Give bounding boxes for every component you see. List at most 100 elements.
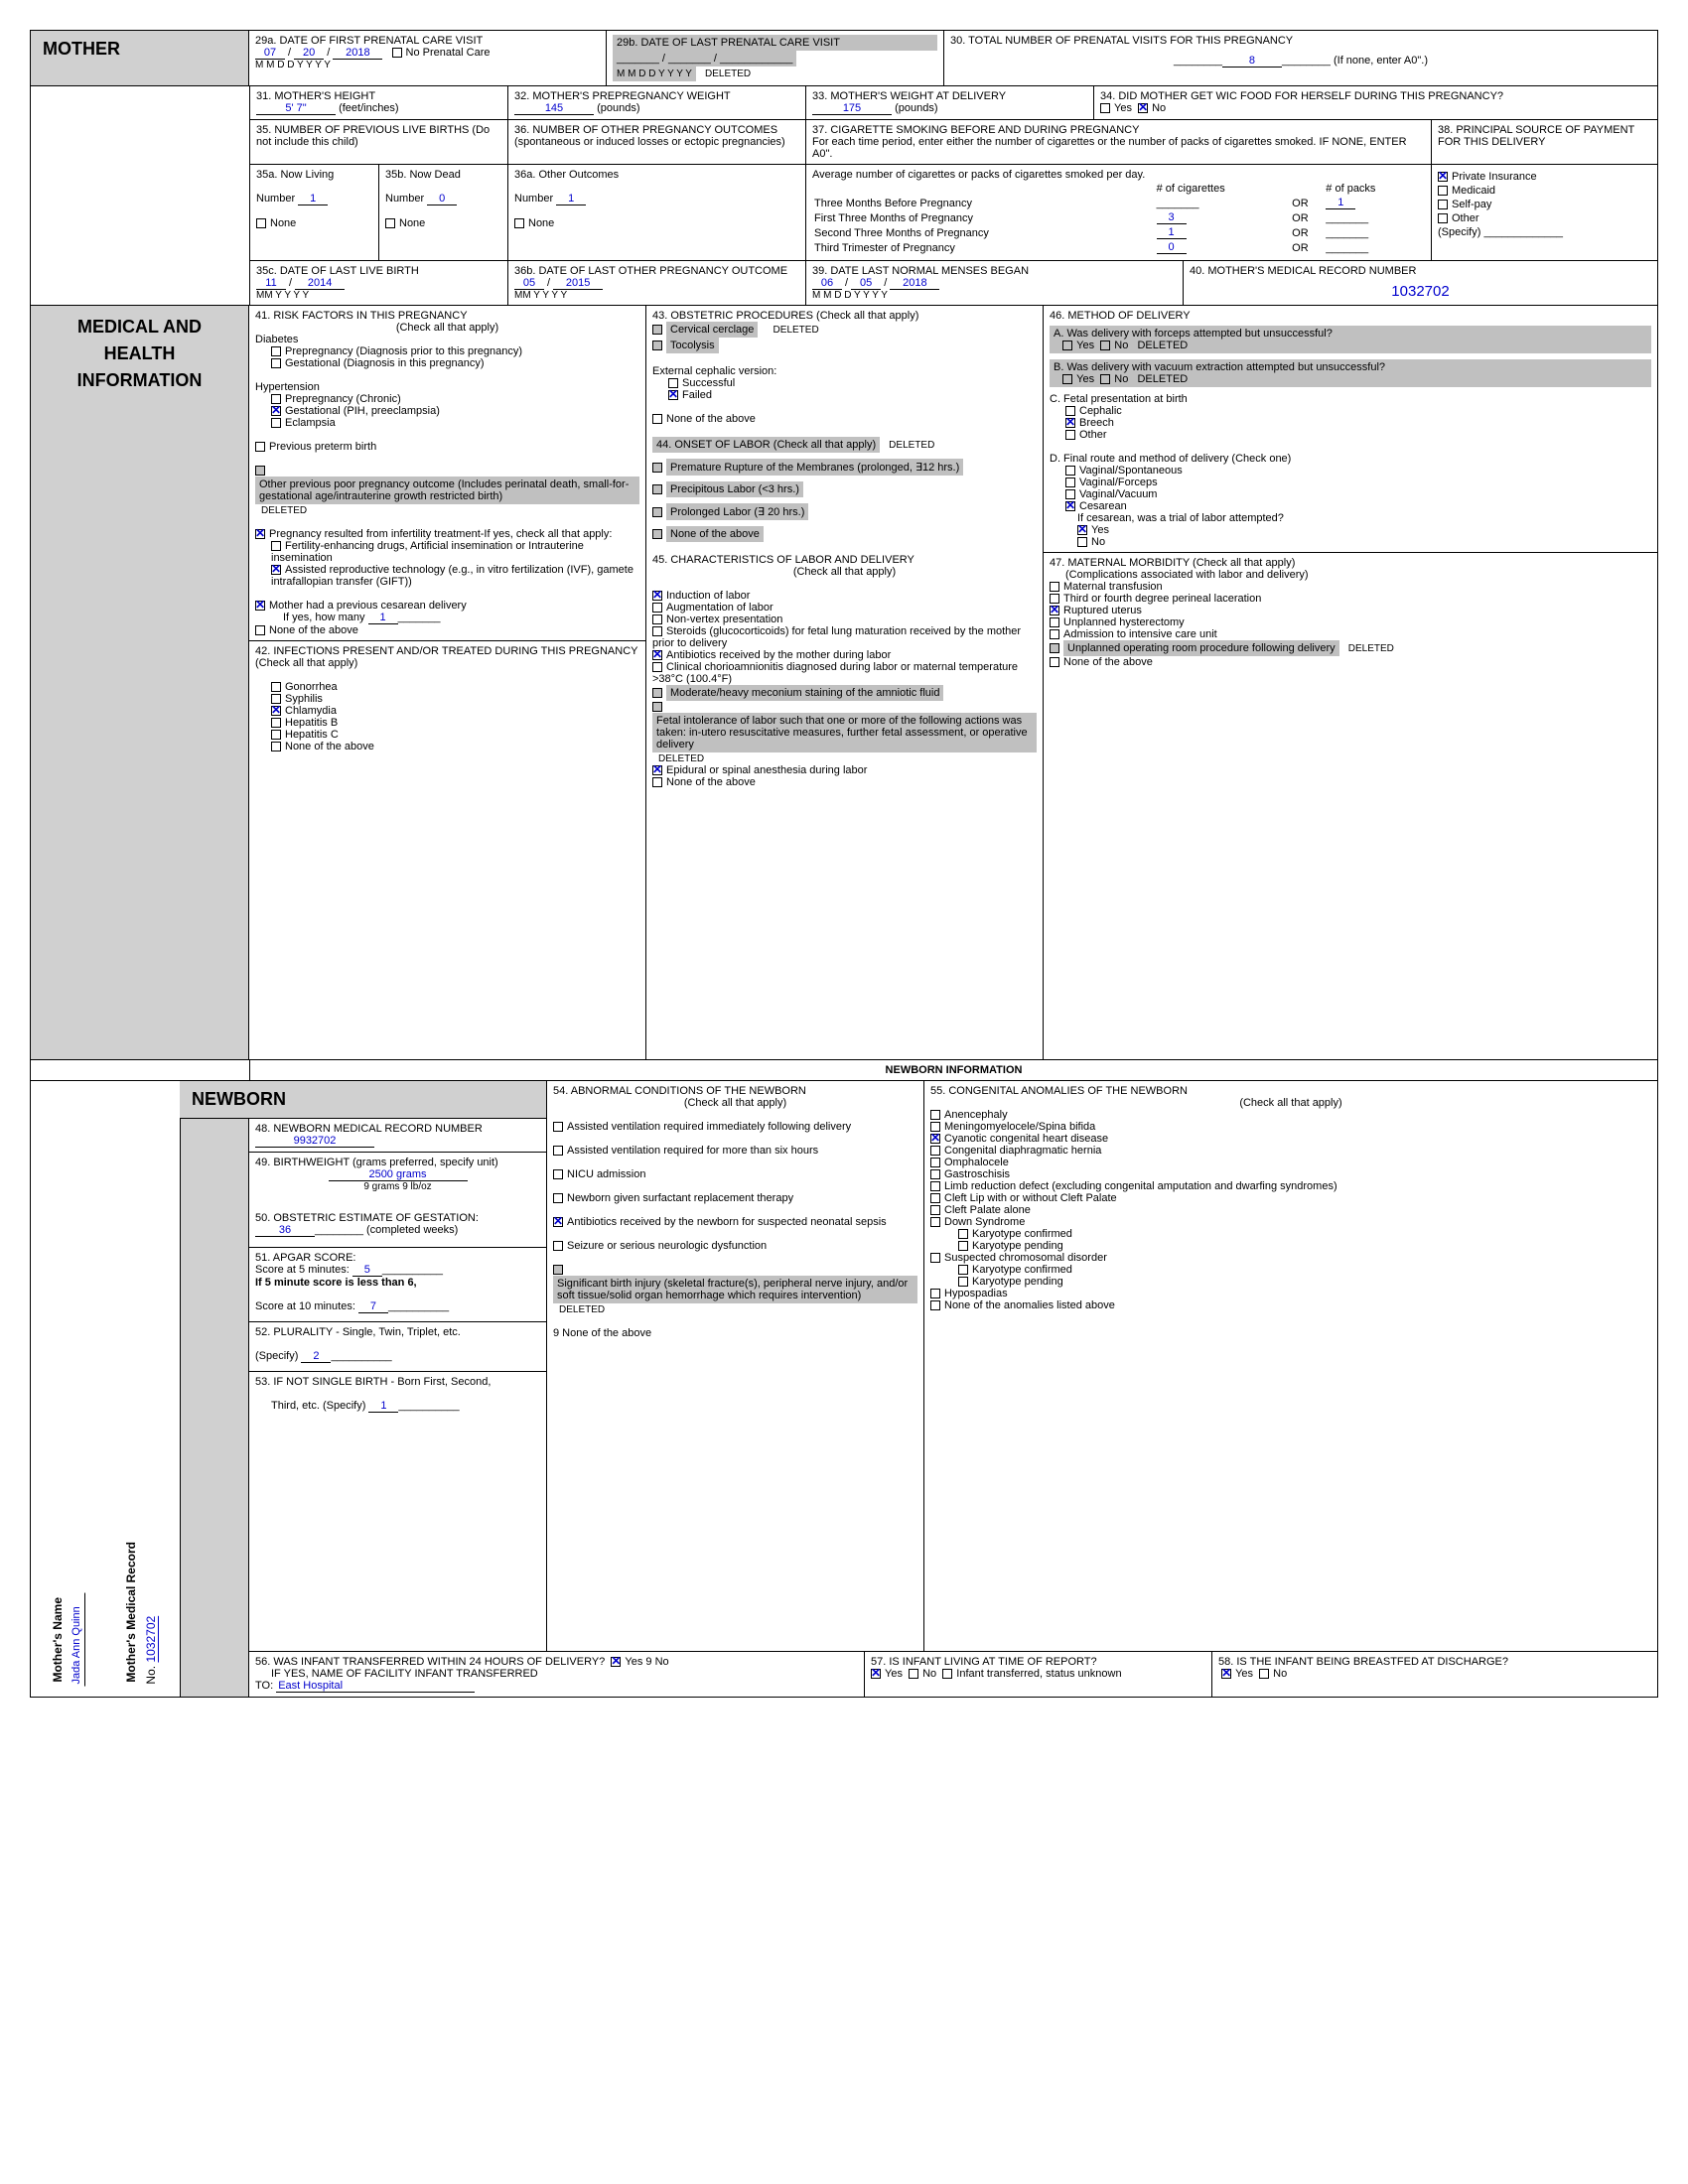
cb-45-7[interactable] bbox=[652, 688, 662, 698]
cb-38-3[interactable] bbox=[1438, 200, 1448, 209]
cb-42-4[interactable] bbox=[271, 718, 281, 728]
cb-44-4[interactable] bbox=[652, 529, 662, 539]
cb-34-yes[interactable] bbox=[1100, 103, 1110, 113]
cb-47-7[interactable] bbox=[1050, 657, 1059, 667]
cb-55-12[interactable] bbox=[930, 1289, 940, 1298]
cb-57-y[interactable] bbox=[871, 1669, 881, 1679]
cb-34-no[interactable] bbox=[1138, 103, 1148, 113]
cb-47-3[interactable] bbox=[1050, 606, 1059, 615]
cb-oppo[interactable] bbox=[255, 466, 265, 476]
cb-55-1[interactable] bbox=[930, 1110, 940, 1120]
cb-43-e2[interactable] bbox=[668, 390, 678, 400]
val-29a-dd[interactable]: 20 bbox=[294, 47, 324, 60]
cb-47-4[interactable] bbox=[1050, 617, 1059, 627]
cb-46c2[interactable] bbox=[1065, 418, 1075, 428]
cb-47-5[interactable] bbox=[1050, 629, 1059, 639]
cb-58-n[interactable] bbox=[1259, 1669, 1269, 1679]
cb-h2[interactable] bbox=[271, 406, 281, 416]
cb-45-3[interactable] bbox=[652, 614, 662, 624]
val-32[interactable]: 145 bbox=[514, 102, 594, 115]
cb-46b-n[interactable] bbox=[1100, 374, 1110, 384]
cb-55-11b[interactable] bbox=[958, 1277, 968, 1287]
val-39-yyyy[interactable]: 2018 bbox=[890, 277, 939, 290]
val-52[interactable]: 2 bbox=[301, 1350, 331, 1363]
cb-46d2[interactable] bbox=[1065, 478, 1075, 487]
val-53[interactable]: 1 bbox=[368, 1400, 398, 1413]
cb-35b-none[interactable] bbox=[385, 218, 395, 228]
cb-46c3[interactable] bbox=[1065, 430, 1075, 440]
cb-36a-none[interactable] bbox=[514, 218, 524, 228]
val-51-5[interactable]: 5 bbox=[352, 1264, 382, 1277]
cb-54-3[interactable] bbox=[553, 1169, 563, 1179]
cb-d2[interactable] bbox=[271, 358, 281, 368]
cb-42-6[interactable] bbox=[271, 742, 281, 751]
cb-57-u[interactable] bbox=[942, 1669, 952, 1679]
cb-54-5[interactable] bbox=[553, 1217, 563, 1227]
cb-inf1[interactable] bbox=[271, 541, 281, 551]
val-35b[interactable]: 0 bbox=[427, 193, 457, 205]
cb-ppt[interactable] bbox=[255, 442, 265, 452]
cb-h3[interactable] bbox=[271, 418, 281, 428]
cb-inf[interactable] bbox=[255, 529, 265, 539]
val-31[interactable]: 5' 7" bbox=[256, 102, 336, 115]
cb-58-y[interactable] bbox=[1221, 1669, 1231, 1679]
cb-46d4[interactable] bbox=[1065, 501, 1075, 511]
val-39-mm[interactable]: 06 bbox=[812, 277, 842, 290]
val-50[interactable]: 36 bbox=[255, 1224, 315, 1237]
cb-55-9[interactable] bbox=[930, 1205, 940, 1215]
val-36b-yyyy[interactable]: 2015 bbox=[553, 277, 603, 290]
cb-45-5[interactable] bbox=[652, 650, 662, 660]
cb-45-10[interactable] bbox=[652, 777, 662, 787]
cb-44-1[interactable] bbox=[652, 463, 662, 473]
cb-45-4[interactable] bbox=[652, 626, 662, 636]
val-35c-mm[interactable]: 11 bbox=[256, 277, 286, 290]
cb-55-4[interactable] bbox=[930, 1146, 940, 1156]
cb-54-7[interactable] bbox=[553, 1265, 563, 1275]
cb-45-8[interactable] bbox=[652, 702, 662, 712]
cb-57-n[interactable] bbox=[909, 1669, 918, 1679]
cb-43-2[interactable] bbox=[652, 341, 662, 350]
cb-inf2[interactable] bbox=[271, 565, 281, 575]
cb-55-13[interactable] bbox=[930, 1300, 940, 1310]
val-35c-yyyy[interactable]: 2014 bbox=[295, 277, 345, 290]
cb-45-2[interactable] bbox=[652, 603, 662, 613]
cb-47-6[interactable] bbox=[1050, 643, 1059, 653]
val-36b-mm[interactable]: 05 bbox=[514, 277, 544, 290]
cb-55-7[interactable] bbox=[930, 1181, 940, 1191]
cb-42-3[interactable] bbox=[271, 706, 281, 716]
cb-43-1[interactable] bbox=[652, 325, 662, 335]
cb-46b-y[interactable] bbox=[1062, 374, 1072, 384]
cb-46dq-y[interactable] bbox=[1077, 525, 1087, 535]
cb-45-6[interactable] bbox=[652, 662, 662, 672]
val-56[interactable]: East Hospital bbox=[276, 1680, 475, 1693]
val-35a[interactable]: 1 bbox=[298, 193, 328, 205]
cb-55-11a[interactable] bbox=[958, 1265, 968, 1275]
cb-45-1[interactable] bbox=[652, 591, 662, 601]
cb-55-11[interactable] bbox=[930, 1253, 940, 1263]
cb-no-prenatal[interactable] bbox=[392, 48, 402, 58]
cb-55-5[interactable] bbox=[930, 1158, 940, 1167]
cb-41-none[interactable] bbox=[255, 625, 265, 635]
val-51-10[interactable]: 7 bbox=[358, 1300, 388, 1313]
cb-56-y[interactable] bbox=[611, 1657, 621, 1667]
cb-46dq-n[interactable] bbox=[1077, 537, 1087, 547]
cb-43-none[interactable] bbox=[652, 414, 662, 424]
cb-44-3[interactable] bbox=[652, 507, 662, 517]
val-29a-mm[interactable]: 07 bbox=[255, 47, 285, 60]
cb-55-8[interactable] bbox=[930, 1193, 940, 1203]
cb-55-6[interactable] bbox=[930, 1169, 940, 1179]
cb-55-3[interactable] bbox=[930, 1134, 940, 1144]
val-39-dd[interactable]: 05 bbox=[851, 277, 881, 290]
cb-46a-y[interactable] bbox=[1062, 341, 1072, 350]
cb-38-1[interactable] bbox=[1438, 172, 1448, 182]
val-33[interactable]: 175 bbox=[812, 102, 892, 115]
cb-47-1[interactable] bbox=[1050, 582, 1059, 592]
cb-42-1[interactable] bbox=[271, 682, 281, 692]
cb-45-9[interactable] bbox=[652, 765, 662, 775]
val-49[interactable]: 2500 grams bbox=[329, 1168, 468, 1181]
cb-55-10b[interactable] bbox=[958, 1241, 968, 1251]
val-29a-yyyy[interactable]: 2018 bbox=[333, 47, 382, 60]
v4a-37[interactable]: 0 bbox=[1157, 241, 1187, 254]
cb-46a-n[interactable] bbox=[1100, 341, 1110, 350]
cb-55-10a[interactable] bbox=[958, 1229, 968, 1239]
